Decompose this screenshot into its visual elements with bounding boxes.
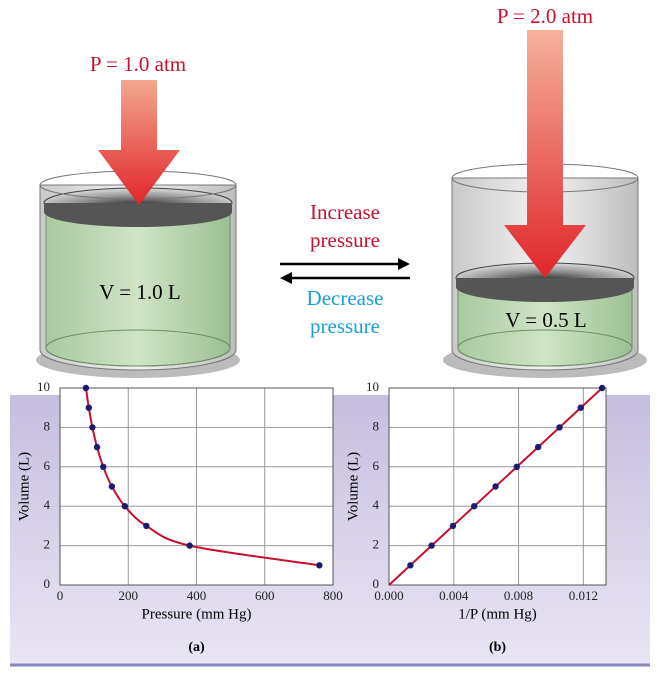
- data-point: [492, 483, 499, 490]
- data-point: [89, 424, 96, 431]
- y-axis-label: Volume (L): [345, 452, 361, 521]
- x-tick-label: 400: [187, 588, 207, 603]
- y-axis-label: Volume (L): [16, 452, 32, 521]
- curve: [84, 387, 320, 567]
- x-tick-label: 600: [255, 588, 275, 603]
- diagram-labels: P = 1.0 atm P = 2.0 atm V = 1.0 L V = 0.…: [90, 4, 593, 338]
- data-point: [470, 503, 478, 510]
- y-tick-label: 6: [373, 458, 380, 473]
- data-point: [100, 463, 107, 470]
- data-point: [108, 483, 116, 490]
- process-label: pressure: [310, 314, 380, 338]
- x-tick-label: 0.008: [504, 588, 533, 603]
- plot-frame: [388, 387, 607, 586]
- x-axis-label: Pressure (mm Hg): [142, 606, 252, 622]
- data-point: [143, 522, 150, 530]
- data-point: [186, 542, 193, 549]
- plot-frame: [59, 387, 334, 586]
- pressure-arrow: [504, 30, 586, 278]
- process-label: Decrease: [307, 286, 384, 310]
- charts: 0 200 400 600 800 0 2 4 6 8 10 Pressure (mm Hg) Volu…: [16, 379, 607, 655]
- data-point: [407, 562, 414, 569]
- y-tick-label: 4: [373, 497, 380, 512]
- pressure-label: P = 1.0 atm: [90, 52, 186, 76]
- volume-label: V = 1.0 L: [99, 280, 180, 304]
- caption: (b): [489, 640, 506, 655]
- data-point: [121, 503, 129, 510]
- y-tick-label: 10: [37, 379, 50, 394]
- volume-label: V = 0.5 L: [505, 308, 586, 332]
- y-tick-label: 2: [373, 537, 380, 552]
- data-point: [534, 443, 542, 451]
- data-point: [428, 542, 435, 549]
- equilibrium-arrows: [280, 258, 410, 284]
- y-tick-label: 10: [366, 379, 379, 394]
- data-point: [577, 404, 584, 411]
- y-tick-label: 8: [44, 418, 51, 433]
- y-tick-label: 4: [44, 497, 51, 512]
- x-tick-label: 0.000: [374, 588, 403, 603]
- x-tick-label: 800: [323, 588, 343, 603]
- data-point: [82, 384, 90, 392]
- x-tick-label: 0.004: [439, 588, 469, 603]
- caption: (a): [188, 640, 205, 655]
- y-tick-label: 0: [44, 576, 51, 591]
- x-tick-label: 200: [119, 588, 139, 603]
- process-label: pressure: [310, 228, 380, 252]
- x-axis-label: 1/P (mm Hg): [458, 606, 537, 622]
- y-tick-label: 6: [44, 458, 51, 473]
- data-point: [513, 463, 520, 470]
- y-tick-label: 0: [373, 576, 380, 591]
- pressure-arrow: [98, 80, 180, 205]
- x-tick-label: 0.012: [569, 588, 598, 603]
- data-point: [93, 443, 101, 451]
- data-point: [316, 562, 323, 569]
- data-point: [449, 522, 457, 530]
- left-cylinder: [36, 170, 240, 378]
- data-point: [85, 404, 93, 411]
- data-point: [556, 424, 563, 431]
- y-tick-label: 2: [44, 537, 51, 552]
- process-label: Increase: [310, 200, 380, 224]
- y-tick-label: 8: [373, 418, 380, 433]
- right-cylinder: [443, 163, 647, 378]
- x-tick-label: 0: [57, 588, 64, 603]
- pressure-label: P = 2.0 atm: [497, 4, 593, 28]
- data-point: [598, 384, 606, 392]
